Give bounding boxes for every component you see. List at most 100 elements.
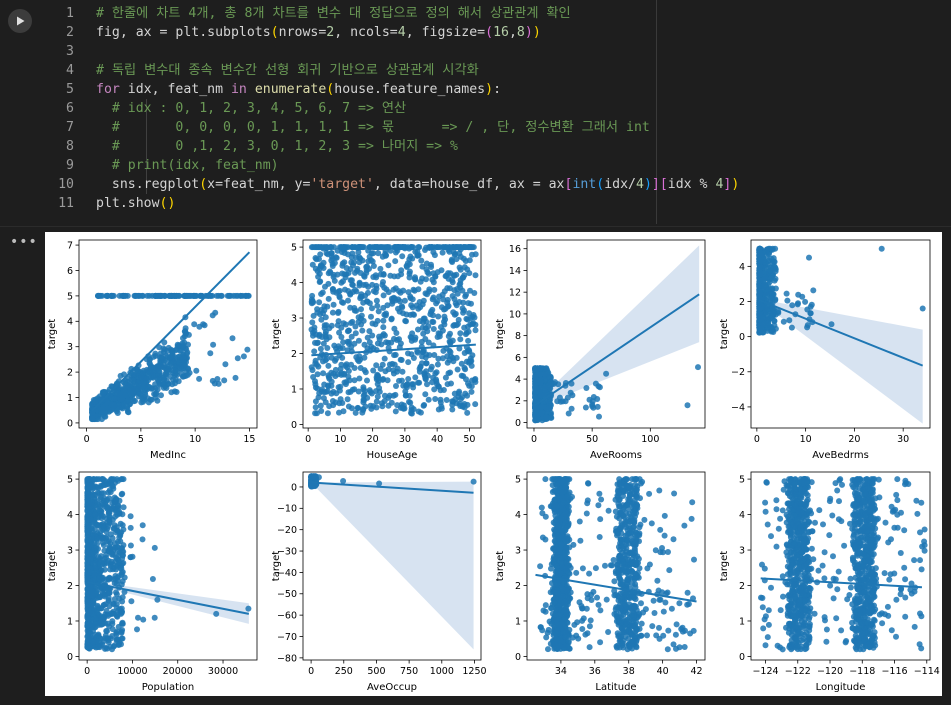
- line-number: 11: [58, 196, 74, 211]
- data-point: [612, 508, 619, 515]
- data-point: [596, 384, 603, 391]
- data-point: [108, 482, 115, 489]
- data-point: [409, 330, 416, 337]
- code-token: :: [493, 82, 502, 97]
- data-point: [99, 574, 106, 581]
- data-point: [668, 605, 675, 612]
- data-point: [661, 512, 668, 519]
- data-point: [660, 632, 667, 639]
- data-point: [121, 292, 128, 299]
- data-point: [430, 294, 437, 301]
- data-point: [362, 292, 369, 299]
- data-point: [756, 245, 763, 252]
- data-point: [361, 397, 367, 404]
- data-point: [352, 330, 359, 337]
- data-point: [409, 255, 416, 262]
- data-point: [403, 311, 410, 318]
- data-point: [433, 369, 440, 376]
- code-editor[interactable]: 1 # 한줄에 차트 4개, 총 8개 차트를 변수 대 정답으로 정의 해서 상…: [48, 0, 739, 224]
- x-tick-label: 20: [367, 434, 379, 445]
- data-point: [367, 402, 374, 409]
- y-axis-label: target: [495, 319, 506, 349]
- data-point: [416, 244, 423, 251]
- data-point: [579, 565, 586, 572]
- data-point: [380, 292, 387, 299]
- data-point: [596, 490, 603, 497]
- y-tick-label: 1: [67, 616, 73, 627]
- data-point: [756, 312, 763, 319]
- data-point: [808, 301, 815, 308]
- data-point: [457, 330, 464, 337]
- regression-line: [91, 251, 251, 412]
- data-point: [96, 507, 103, 514]
- data-point: [788, 324, 795, 331]
- data-point: [435, 244, 442, 251]
- data-point: [795, 291, 802, 298]
- data-point: [379, 361, 386, 368]
- data-point: [118, 628, 125, 635]
- data-point: [325, 362, 332, 369]
- data-point: [90, 476, 97, 483]
- data-point: [415, 305, 422, 312]
- run-cell-button[interactable]: [8, 9, 32, 33]
- data-point: [621, 488, 628, 495]
- data-point: [113, 589, 119, 596]
- data-point: [353, 354, 360, 361]
- data-point: [120, 504, 127, 511]
- data-point: [342, 321, 349, 328]
- data-point: [545, 405, 552, 412]
- data-point: [411, 276, 418, 282]
- data-point: [324, 410, 331, 417]
- data-point: [325, 383, 332, 390]
- y-axis-label: target: [271, 551, 282, 581]
- data-point: [382, 252, 389, 259]
- data-point: [431, 286, 438, 293]
- data-point: [146, 384, 153, 391]
- data-point: [113, 636, 120, 643]
- y-tick-label: 6: [67, 266, 73, 277]
- output-menu-icon[interactable]: •••: [10, 234, 38, 250]
- data-point: [381, 355, 388, 362]
- data-point: [417, 409, 424, 416]
- data-point: [312, 244, 319, 251]
- data-point: [360, 299, 367, 306]
- data-point: [356, 259, 363, 266]
- data-point: [245, 292, 252, 299]
- data-point: [309, 298, 316, 305]
- data-point: [329, 255, 336, 262]
- data-point: [314, 371, 321, 378]
- data-point: [131, 292, 138, 299]
- data-point: [433, 300, 440, 307]
- data-point: [213, 292, 220, 299]
- data-point: [453, 244, 459, 251]
- data-point: [684, 402, 691, 409]
- data-point: [341, 379, 348, 386]
- data-point: [361, 354, 368, 361]
- data-point: [111, 596, 118, 603]
- data-point: [232, 374, 239, 381]
- data-point: [105, 612, 112, 619]
- plot-area: [89, 251, 252, 423]
- data-point: [314, 340, 321, 347]
- data-point: [565, 410, 572, 417]
- data-point: [332, 357, 338, 364]
- confidence-band: [87, 580, 249, 624]
- x-axis-label: AveOccup: [367, 682, 417, 693]
- data-point: [441, 288, 448, 295]
- data-point: [180, 343, 186, 350]
- data-point: [456, 281, 463, 288]
- data-point: [175, 359, 182, 365]
- data-point: [330, 301, 337, 308]
- data-point: [472, 327, 479, 334]
- code-cell[interactable]: 1 # 한줄에 차트 4개, 총 8개 차트를 변수 대 정답으로 정의 해서 상…: [0, 0, 951, 226]
- code-text: # 0, 0, 0, 0, 1, 1, 1, 1 => 몫 => / , 단, …: [96, 118, 650, 137]
- y-tick-label: 14: [509, 266, 521, 277]
- data-point: [84, 641, 91, 648]
- data-point: [420, 315, 427, 322]
- data-point: [453, 256, 460, 263]
- data-point: [772, 275, 779, 282]
- data-point: [313, 256, 320, 263]
- data-point: [309, 483, 316, 490]
- data-point: [155, 376, 162, 383]
